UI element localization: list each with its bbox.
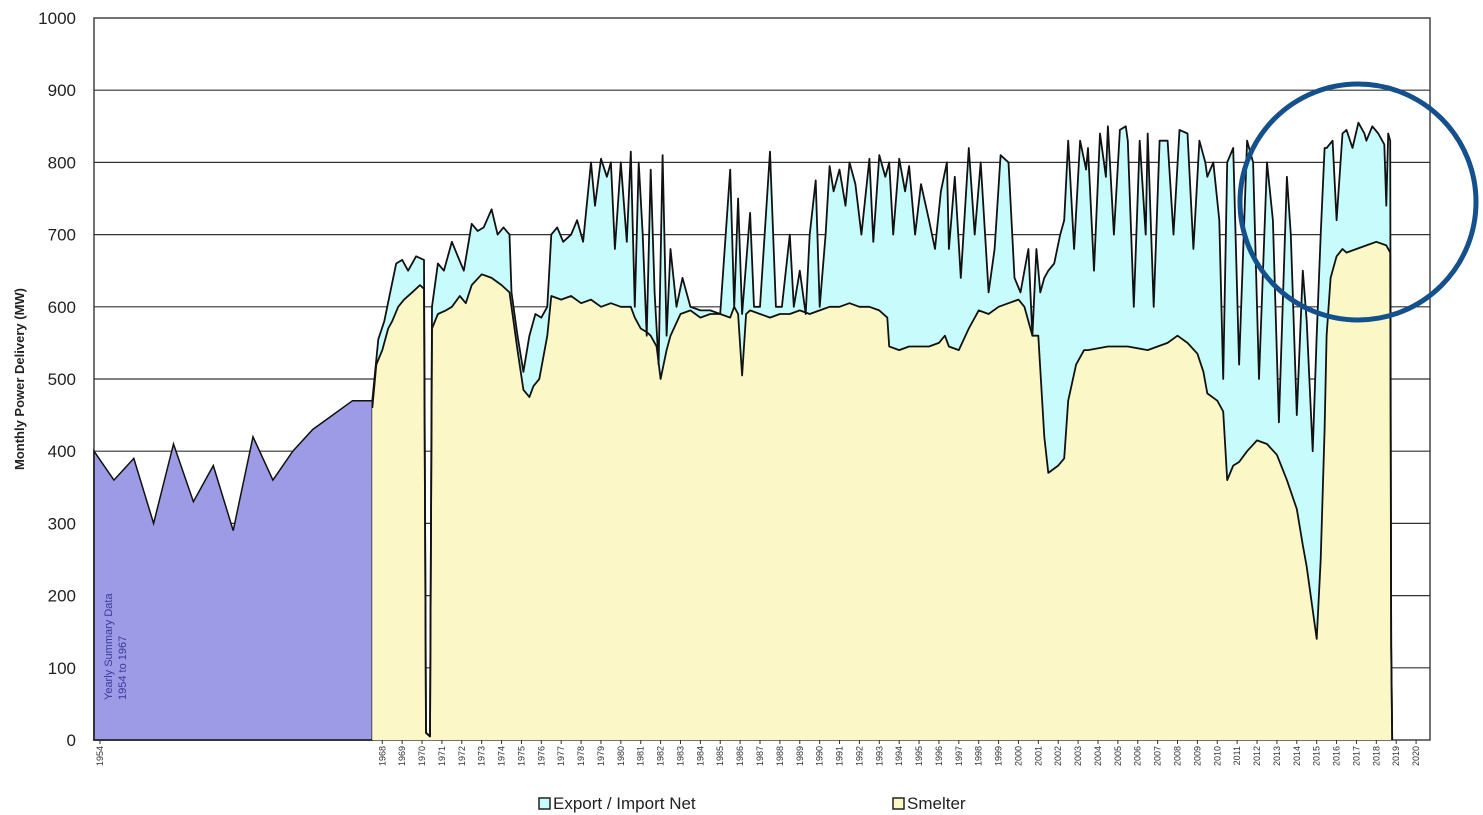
x-tick-label-2014: 2014 [1292,746,1302,766]
x-tick-label-1954: 1954 [95,746,105,766]
x-tick-label-2003: 2003 [1073,746,1083,766]
summary-era-area [93,399,374,741]
x-tick-label-1981: 1981 [636,746,646,766]
smelter-area [372,241,1393,741]
x-tick-label-2004: 2004 [1093,746,1103,766]
x-tick-label-2000: 2000 [1014,746,1024,766]
x-tick-label-1974: 1974 [497,746,507,766]
y-tick-label-300: 300 [48,514,76,533]
x-tick-label-2008: 2008 [1173,746,1183,766]
x-tick-label-2001: 2001 [1033,746,1043,766]
x-tick-label-1979: 1979 [596,746,606,766]
x-tick-label-2007: 2007 [1153,746,1163,766]
x-tick-label-1990: 1990 [815,746,825,766]
x-tick-label-2006: 2006 [1133,746,1143,766]
y-tick-label-100: 100 [48,659,76,678]
y-tick-label-700: 700 [48,226,76,245]
x-tick-label-1978: 1978 [576,746,586,766]
y-axis-ticks: 0 100 200 300 400 500 600 700 800 900 1000 [38,9,76,750]
x-tick-label-1970: 1970 [417,746,427,766]
legend-label-smelter: Smelter [907,794,966,813]
x-tick-label-2016: 2016 [1332,746,1342,766]
y-tick-label-400: 400 [48,442,76,461]
legend-swatch-export [538,797,551,810]
x-tick-label-2012: 2012 [1252,746,1262,766]
legend-item-export: Export / Import Net [538,794,696,813]
x-tick-label-2018: 2018 [1371,746,1381,766]
x-tick-label-1999: 1999 [994,746,1004,766]
legend-item-smelter: Smelter [892,794,966,813]
x-tick-label-1987: 1987 [755,746,765,766]
x-tick-label-1986: 1986 [735,746,745,766]
x-tick-label-1993: 1993 [874,746,884,766]
x-tick-label-2013: 2013 [1272,746,1282,766]
x-tick-label-2020: 2020 [1411,746,1421,766]
x-tick-label-1995: 1995 [914,746,924,766]
summary-note-line2: 1954 to 1967 [117,636,129,700]
x-tick-label-2009: 2009 [1192,746,1202,766]
x-tick-label-2005: 2005 [1113,746,1123,766]
x-tick-label-2002: 2002 [1053,746,1063,766]
y-tick-label-0: 0 [67,731,76,750]
x-tick-label-1988: 1988 [775,746,785,766]
x-tick-label-1985: 1985 [715,746,725,766]
x-tick-label-1996: 1996 [934,746,944,766]
legend-label-export: Export / Import Net [553,794,696,813]
highlight-circle [1237,81,1479,323]
x-tick-label-2011: 2011 [1232,746,1242,765]
y-tick-label-800: 800 [48,153,76,172]
x-tick-label-1969: 1969 [397,746,407,766]
x-tick-label-1992: 1992 [854,746,864,766]
export-import-line [371,121,1394,741]
y-tick-label-1000: 1000 [38,9,76,28]
x-tick-label-1984: 1984 [695,746,705,766]
summary-note-line1: Yearly Summary Data [103,593,115,700]
x-tick-label-1976: 1976 [536,746,546,766]
x-tick-label-1994: 1994 [894,746,904,766]
legend: Export / Import Net Smelter [538,794,966,813]
y-tick-label-500: 500 [48,370,76,389]
legend-swatch-smelter [892,797,905,810]
x-tick-label-2017: 2017 [1351,746,1361,766]
x-tick-label-1971: 1971 [437,746,447,766]
x-tick-label-2019: 2019 [1391,746,1401,766]
x-tick-label-2015: 2015 [1312,746,1322,766]
x-tick-label-1980: 1980 [616,746,626,766]
x-tick-label-1968: 1968 [377,746,387,766]
x-tick-label-1973: 1973 [477,746,487,766]
chart-areas [93,122,1393,741]
x-tick-label-1977: 1977 [556,746,566,766]
x-tick-label-1975: 1975 [516,746,526,766]
y-tick-label-900: 900 [48,81,76,100]
x-tick-label-1989: 1989 [795,746,805,766]
y-axis-label: Monthly Power Delivery (MW) [12,288,27,470]
summary-note: Yearly Summary Data 1954 to 1967 [103,593,129,700]
x-tick-label-1998: 1998 [974,746,984,766]
x-tick-label-1983: 1983 [676,746,686,766]
x-axis-ticks: 1954 1968 1969 1970 1971 1972 1973 1974 1975 1976… [95,740,1421,766]
x-tick-label-1972: 1972 [457,746,467,766]
x-tick-label-1982: 1982 [656,746,666,766]
x-tick-label-2010: 2010 [1212,746,1222,766]
series-lines [371,121,1394,741]
smelter-line [371,240,1394,741]
x-tick-label-1997: 1997 [954,746,964,766]
y-tick-label-200: 200 [48,587,76,606]
x-tick-label-1991: 1991 [835,746,845,766]
y-tick-label-600: 600 [48,298,76,317]
